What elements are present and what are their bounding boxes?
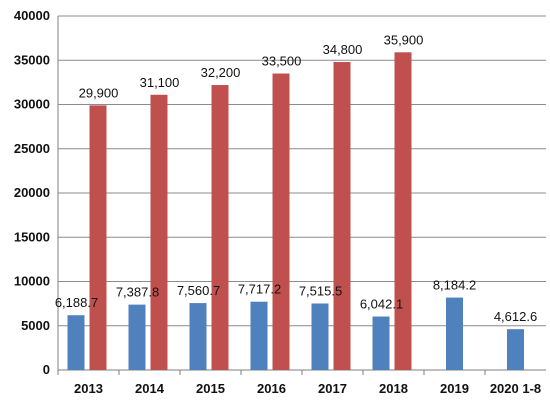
y-tick-label: 10000 bbox=[14, 274, 50, 289]
data-label-series-1: 7,560.7 bbox=[177, 283, 220, 298]
bar-series-1 bbox=[507, 329, 524, 370]
data-label-series-2: 34,800 bbox=[323, 42, 363, 57]
data-label-series-2: 29,900 bbox=[79, 85, 119, 100]
data-label-series-1: 6,042.1 bbox=[360, 297, 403, 312]
y-tick-label: 30000 bbox=[14, 97, 50, 112]
x-tick-label: 2018 bbox=[379, 381, 408, 396]
bar-series-2 bbox=[211, 85, 229, 370]
data-label-series-2: 31,100 bbox=[140, 75, 180, 90]
data-label-series-1: 8,184.2 bbox=[433, 278, 476, 293]
y-tick-label: 35000 bbox=[14, 52, 50, 67]
y-tick-label: 0 bbox=[43, 362, 50, 377]
data-label-series-1: 7,515.5 bbox=[299, 283, 342, 298]
bar-series-1 bbox=[311, 303, 329, 370]
bar-series-1 bbox=[372, 316, 390, 370]
x-tick-label: 2019 bbox=[440, 381, 469, 396]
x-tick-label: 2013 bbox=[74, 381, 103, 396]
data-labels: 6,188.7 29,900 7,387.8 31,100 7,560.7 32,200 7… bbox=[55, 32, 537, 324]
data-label-series-2: 33,500 bbox=[262, 54, 302, 69]
bar-series-1 bbox=[446, 297, 463, 370]
data-label-series-1: 4,612.6 bbox=[494, 309, 537, 324]
bars bbox=[67, 52, 524, 371]
data-label-series-2: 32,200 bbox=[201, 65, 241, 80]
bar-series-2 bbox=[333, 62, 351, 371]
y-tick-label: 15000 bbox=[14, 229, 50, 244]
x-tick-label: 2020 1-8 bbox=[490, 381, 541, 396]
bar-series-1 bbox=[67, 315, 85, 370]
bar-series-2 bbox=[272, 73, 290, 371]
bar-series-1 bbox=[128, 304, 146, 370]
x-tick-label: 2014 bbox=[135, 381, 165, 396]
bar-series-2 bbox=[89, 105, 107, 370]
gridlines bbox=[58, 15, 546, 327]
y-tick-label: 5000 bbox=[21, 318, 50, 333]
x-tick-label: 2016 bbox=[257, 381, 286, 396]
x-tick-label: 2017 bbox=[318, 381, 347, 396]
bar-series-2 bbox=[150, 94, 168, 370]
data-label-series-1: 7,387.8 bbox=[116, 285, 159, 300]
y-tick-label: 40000 bbox=[14, 8, 50, 23]
bar-series-2 bbox=[394, 52, 412, 370]
y-tick-label: 20000 bbox=[14, 185, 50, 200]
data-label-series-1: 7,717.2 bbox=[238, 282, 281, 297]
data-label-series-1: 6,188.7 bbox=[55, 295, 98, 310]
y-tick-label: 25000 bbox=[14, 141, 50, 156]
bar-series-1 bbox=[189, 303, 207, 370]
data-label-series-2: 35,900 bbox=[384, 32, 424, 47]
bar-series-1 bbox=[250, 301, 268, 370]
x-tick-label: 2015 bbox=[196, 381, 225, 396]
